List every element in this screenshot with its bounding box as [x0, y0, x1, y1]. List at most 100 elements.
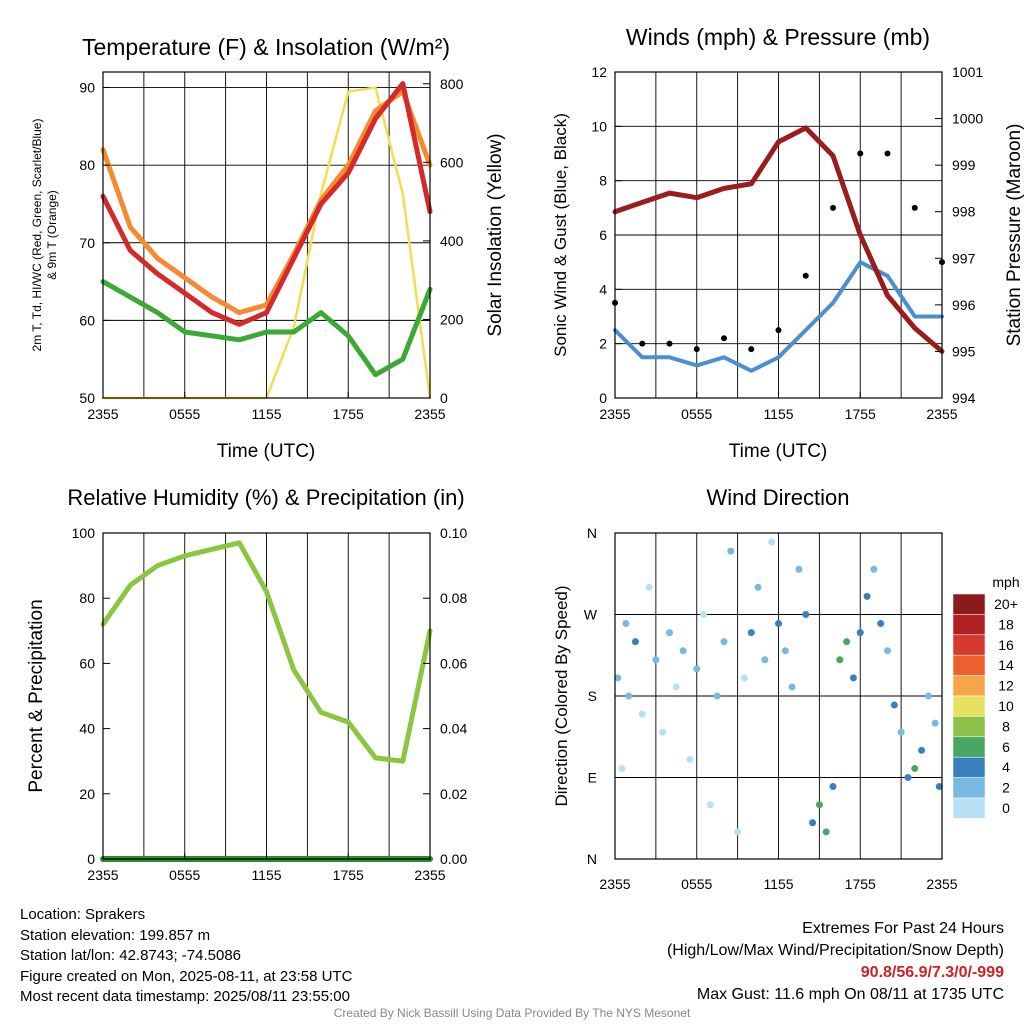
dir-point: [672, 683, 680, 691]
dir-plot-frame: [614, 532, 943, 860]
dir-point: [802, 611, 810, 618]
dir-ytick-label: N: [587, 851, 597, 867]
legend-label: 18: [998, 616, 1014, 632]
dir-point: [659, 728, 667, 736]
dir-gridlines: [615, 532, 942, 860]
dir-point: [761, 656, 769, 664]
panel-temperature: Temperature (F) & Insolation (W/m²) 2355…: [30, 34, 506, 462]
rh-ylabel-left: Percent & Precipitation: [26, 599, 47, 792]
rh-ticks: 2355 0555 1155 1755 23550204060801000.000.02…: [72, 525, 468, 883]
wind-ytick-left-label: 6: [599, 227, 607, 243]
panel-wind: Winds (mph) & Pressure (mb) 2355 0555 1155…: [551, 24, 1024, 462]
temp-ylabel-right: Solar Insolation (Yellow): [485, 133, 506, 336]
dir-point: [918, 746, 926, 754]
temp-xtick-label: 2355: [87, 406, 118, 422]
temp-series-line: [100, 81, 433, 327]
wind-ytick-right-label: 1001: [952, 64, 983, 80]
dir-point: [747, 629, 755, 637]
wind-gust-point: [802, 272, 809, 279]
rh-ytick-left-label: 40: [79, 721, 95, 737]
dir-ytick-label: S: [588, 688, 597, 704]
dir-point: [693, 665, 701, 673]
rh-ytick-right-label: 0.02: [440, 786, 467, 802]
dir-legend: 20+ 18 16 14 12 10 8 6 4 2 0: [952, 593, 1018, 819]
rh-xtick-label: 0555: [169, 867, 200, 883]
wind-ytick-left-label: 2: [599, 336, 607, 352]
dir-point: [788, 683, 796, 691]
legend-label: 2: [1002, 780, 1010, 796]
dir-point: [622, 620, 630, 628]
legend-label: 4: [1002, 759, 1010, 775]
extremes-box: Extremes For Past 24 Hours (High/Low/Max…: [667, 918, 1004, 1006]
wind-gust-point: [721, 335, 727, 342]
dir-point: [856, 629, 864, 637]
rh-title: Relative Humidity (%) & Precipitation (i…: [67, 485, 464, 510]
wind-gust-point: [693, 346, 700, 353]
dir-xtick-label: 1155: [763, 876, 793, 892]
temp-ytick-left-label: 80: [79, 157, 95, 173]
rh-ytick-right-label: 0.06: [440, 655, 467, 671]
dir-point: [836, 656, 844, 664]
rh-ytick-left-label: 60: [79, 655, 95, 671]
legend-label: 0: [1002, 800, 1010, 816]
wind-ytick-right-label: 994: [952, 390, 976, 406]
rh-ytick-right-label: 0.10: [440, 525, 467, 541]
temp-title: Temperature (F) & Insolation (W/m²): [82, 34, 450, 60]
dir-point: [781, 647, 789, 655]
wind-xtick-label: 1155: [763, 406, 793, 422]
station-elevation: Station elevation: 199.857 m: [20, 926, 211, 944]
dir-legend-title: mph: [992, 574, 1019, 590]
legend-swatch: [952, 593, 986, 615]
wind-ticks: 2355 0555 1155 1755 235502468101299499599699…: [591, 64, 983, 422]
dir-ylabel-left: Direction (Colored By Speed): [552, 585, 571, 806]
dir-point: [727, 547, 735, 555]
temp-ylabel-left-2: & 9m T (Orange): [45, 190, 59, 280]
legend-label: 6: [1002, 739, 1010, 755]
dir-ytick-label: W: [584, 607, 598, 623]
dir-title: Wind Direction: [706, 485, 849, 510]
wind-ylabel-left: Sonic Wind & Gust (Blue, Black): [551, 113, 570, 357]
temp-series-line: [100, 279, 433, 378]
dir-point: [768, 538, 776, 546]
dir-point: [870, 565, 878, 573]
dir-point: [638, 710, 646, 718]
temp-ytick-left-label: 70: [79, 235, 95, 251]
legend-swatch: [952, 634, 986, 656]
wind-gust-point: [911, 204, 918, 211]
station-info: Location: Sprakers Station elevation: 19…: [20, 905, 352, 1008]
wind-ytick-left-label: 12: [591, 64, 607, 80]
dir-point: [890, 701, 898, 709]
rh-line: [100, 540, 433, 764]
legend-swatch: [952, 756, 986, 778]
dir-point: [625, 692, 633, 700]
temp-xlabel: Time (UTC): [217, 441, 316, 462]
temp-ytick-right-label: 0: [440, 390, 448, 406]
dir-xtick-label: 2355: [926, 876, 957, 892]
station-location: Location: Sprakers: [20, 906, 146, 923]
dir-ytick-label: E: [588, 770, 597, 786]
legend-swatch: [952, 777, 986, 799]
dir-point: [754, 583, 762, 591]
dir-xtick-label: 0555: [681, 876, 712, 892]
wind-ylabel-right: Station Pressure (Maroon): [1004, 124, 1024, 347]
legend-label: 14: [998, 657, 1014, 673]
dir-point: [809, 819, 817, 827]
wind-xtick-label: 1755: [845, 406, 876, 422]
temp-ylabel-left-1: 2m T, Td, HI/WC (Red, Green, Scarlet/Blu…: [30, 119, 44, 352]
wind-gridlines: [615, 71, 942, 399]
wind-gust-point: [884, 150, 891, 157]
dir-point: [822, 828, 830, 836]
legend-label: 20+: [994, 596, 1018, 612]
temp-xtick-label: 1755: [333, 406, 364, 422]
figure-created: Figure created on Mon, 2025-08-11, at 23…: [20, 967, 353, 985]
panel-humidity: Relative Humidity (%) & Precipitation (i…: [26, 485, 467, 883]
dir-point: [645, 583, 653, 591]
dir-point: [829, 783, 837, 791]
dir-point: [849, 674, 857, 682]
wind-ytick-left-label: 8: [599, 173, 607, 189]
wind-xtick-label: 2355: [926, 406, 957, 422]
credit-line: Created By Nick Bassill Using Data Provi…: [333, 1006, 691, 1020]
dir-point: [877, 620, 885, 628]
